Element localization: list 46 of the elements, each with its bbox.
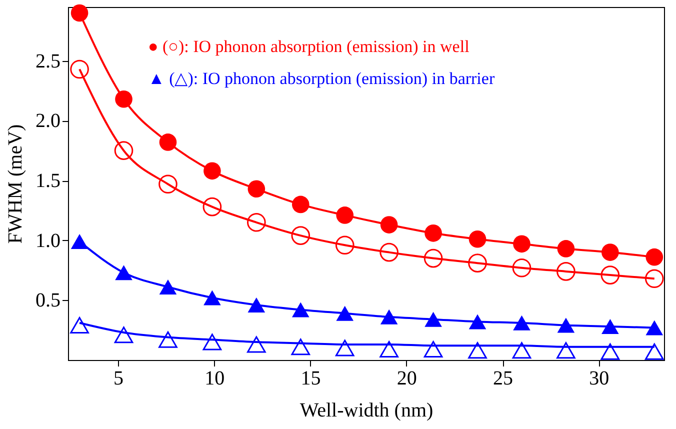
point bbox=[512, 258, 532, 278]
point bbox=[600, 343, 620, 360]
point bbox=[291, 338, 310, 356]
point bbox=[202, 334, 222, 350]
point bbox=[556, 342, 576, 359]
point bbox=[468, 342, 487, 359]
point bbox=[114, 141, 134, 160]
annotation: ● (○): IO phonon absorption (emission) in well bbox=[148, 37, 470, 56]
point bbox=[247, 336, 266, 353]
point bbox=[380, 242, 398, 262]
point bbox=[335, 236, 354, 255]
point bbox=[424, 248, 443, 268]
x-tick-label: 20 bbox=[396, 368, 417, 390]
point bbox=[646, 320, 664, 336]
point bbox=[380, 340, 398, 358]
x-tick-label: 10 bbox=[204, 368, 225, 390]
point bbox=[644, 269, 664, 288]
point bbox=[644, 343, 664, 360]
y-tick-label: 1.5 bbox=[36, 170, 60, 192]
y-tick-label: 2.5 bbox=[36, 50, 60, 72]
point bbox=[291, 226, 310, 245]
point bbox=[646, 248, 664, 266]
point bbox=[468, 254, 487, 272]
x-tick-label: 30 bbox=[589, 368, 610, 390]
point bbox=[247, 212, 266, 232]
point bbox=[70, 4, 88, 22]
x-axis-title: Well-width (nm) bbox=[300, 400, 434, 422]
point bbox=[556, 262, 576, 281]
point bbox=[335, 340, 354, 356]
x-tick-label: 25 bbox=[493, 368, 514, 390]
y-tick-label: 0.5 bbox=[36, 290, 60, 312]
y-tick-label: 1.0 bbox=[36, 230, 60, 252]
point bbox=[158, 331, 178, 348]
point bbox=[424, 340, 443, 358]
point bbox=[70, 60, 89, 79]
point bbox=[202, 197, 222, 216]
annotation: ▲ (△): IO phonon absorption (emission) in barrier bbox=[148, 69, 495, 88]
y-axis-title: FWHM (meV) bbox=[4, 124, 26, 244]
x-tick-label: 15 bbox=[300, 368, 321, 390]
point bbox=[114, 326, 134, 344]
point bbox=[600, 266, 620, 284]
y-tick-label: 2.0 bbox=[36, 110, 60, 132]
point bbox=[512, 342, 532, 359]
point bbox=[158, 174, 178, 194]
point bbox=[70, 317, 89, 334]
x-tick-label: 5 bbox=[113, 368, 124, 390]
